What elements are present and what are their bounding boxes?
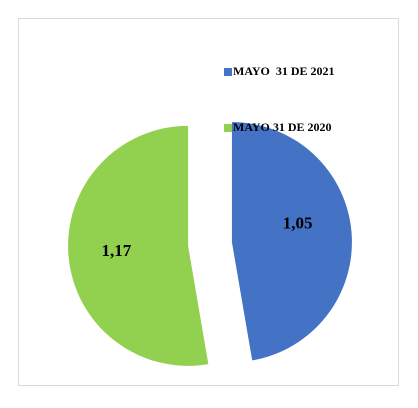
pie-slice <box>231 122 352 361</box>
data-label: 1,05 <box>283 213 313 232</box>
data-label: 1,17 <box>101 241 131 260</box>
legend-swatch <box>224 68 232 76</box>
legend-label: MAYO 31 DE 2020 <box>233 120 332 134</box>
legend-swatch <box>224 124 232 132</box>
legend-label: MAYO 31 DE 2021 <box>233 64 335 78</box>
pie-slice <box>68 125 209 366</box>
